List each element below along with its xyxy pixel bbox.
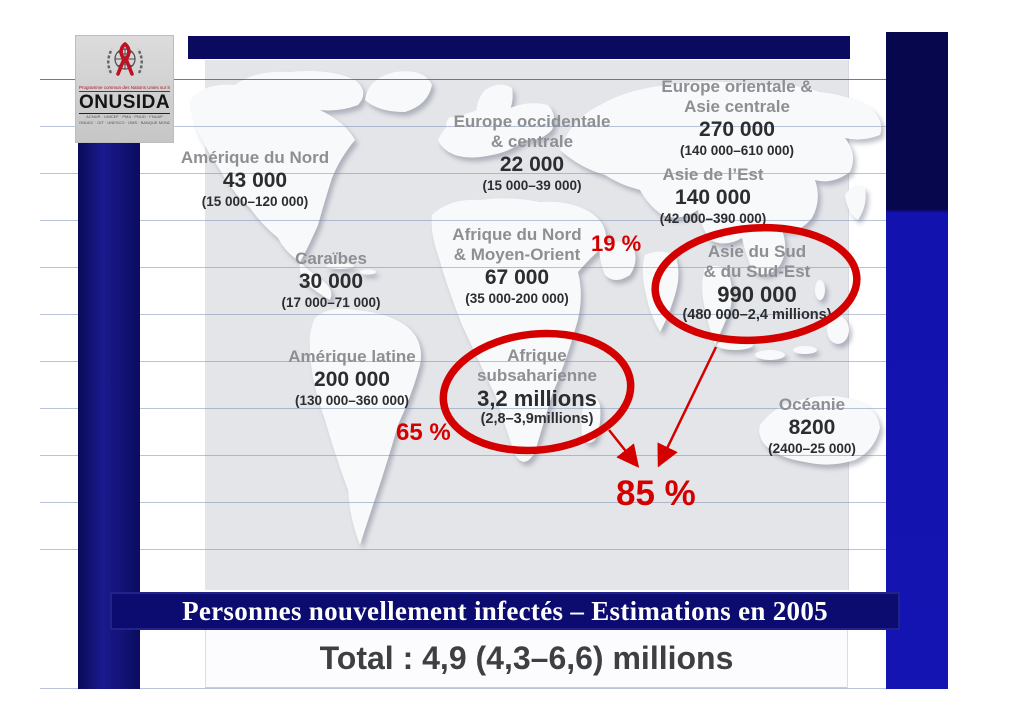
region-value: 22 000 [499, 153, 565, 176]
gridline [40, 455, 886, 456]
gridline [40, 79, 886, 80]
region-value: 270 000 [699, 118, 775, 141]
region-label-asie-de-l-est: Asie de l’Est 140 000 (42 000–390 000) [660, 165, 767, 227]
gridline [40, 688, 886, 689]
gridline [40, 361, 886, 362]
region-range: (15 000–39 000) [482, 178, 582, 193]
region-label-asie-du-sud: Asie du Sud & du Sud-Est 990 000 (480 00… [682, 242, 831, 324]
region-range: (17 000–71 000) [281, 295, 381, 310]
region-value: 30 000 [298, 270, 364, 293]
logo-cosponsors: ACNUR · UNICEF · PMA · PNUD · FNUAP [86, 114, 163, 119]
region-value: 140 000 [675, 186, 751, 209]
region-name: Océanie [778, 395, 846, 414]
title-banner: Personnes nouvellement infectés – Estima… [110, 592, 900, 630]
gridline [40, 549, 886, 550]
region-value: 3,2 millions [477, 386, 597, 411]
unaids-emblem-icon [106, 42, 143, 76]
region-value: 200 000 [314, 368, 390, 391]
region-label-europe-occidentale: Europe occidentale & centrale 22 000 (15… [454, 112, 611, 194]
region-range: (2400–25 000) [768, 441, 856, 456]
slide-title: Personnes nouvellement infectés – Estima… [182, 595, 828, 626]
region-value: 8200 [788, 416, 836, 439]
region-name: Asie centrale [684, 97, 790, 116]
region-name: Afrique [507, 346, 567, 365]
region-label-caraibes: Caraïbes 30 000 (17 000–71 000) [281, 249, 380, 311]
region-name: & centrale [490, 132, 574, 151]
gridline [40, 314, 886, 315]
gridline [40, 220, 886, 221]
region-value: 67 000 [484, 266, 550, 289]
percentage-label-85: 85 % [616, 474, 696, 513]
total-value: Total : 4,9 (4,3–6,6) millions [319, 640, 734, 676]
region-name: Amérique du Nord [180, 148, 330, 167]
top-accent-bar [188, 36, 850, 59]
region-name: Europe orientale & [661, 77, 813, 96]
logo-tagline: Programme commun des Nations Unies sur l… [79, 85, 170, 92]
gridline [40, 267, 886, 268]
region-range: (15 000–120 000) [201, 194, 309, 209]
region-range: (480 000–2,4 millions) [682, 307, 832, 323]
region-label-afrique-subsaharienne: Afrique subsaharienne 3,2 millions (2,8–… [477, 346, 597, 428]
gridline [40, 126, 886, 127]
region-name: Afrique du Nord [452, 225, 582, 244]
region-label-oceanie: Océanie 8200 (2400–25 000) [768, 395, 856, 457]
total-strip: Total : 4,9 (4,3–6,6) millions [205, 630, 848, 688]
logo-cosponsors: ONUDC · OIT · UNESCO · OMS · BANQUE MOND… [79, 119, 170, 125]
region-label-afrique-du-nord: Afrique du Nord & Moyen-Orient 67 000 (3… [452, 225, 581, 307]
gridline [40, 502, 886, 503]
region-label-amerique-du-nord: Amérique du Nord 43 000 (15 000–120 000) [181, 148, 329, 210]
region-value: 43 000 [222, 169, 288, 192]
region-range: (2,8–3,9millions) [480, 411, 594, 427]
region-label-europe-orientale: Europe orientale & Asie centrale 270 000… [661, 77, 812, 159]
onusida-logo: Programme commun des Nations Unies sur l… [75, 35, 174, 143]
region-name: Caraïbes [295, 249, 367, 268]
region-name: Asie de l’Est [662, 165, 764, 184]
region-label-amerique-latine: Amérique latine 200 000 (130 000–360 000… [288, 347, 416, 409]
region-name: subsaharienne [477, 366, 597, 385]
region-value: 990 000 [717, 282, 797, 307]
region-range: (130 000–360 000) [294, 393, 410, 408]
region-range: (140 000–610 000) [679, 143, 795, 158]
region-name: & Moyen-Orient [453, 245, 581, 264]
region-range: (35 000-200 000) [465, 291, 569, 306]
percentage-label-65: 65 % [396, 419, 451, 446]
logo-org-name: ONUSIDA [79, 92, 171, 114]
gridline [40, 173, 886, 174]
region-name: & du Sud-Est [703, 262, 811, 281]
gridline [40, 408, 886, 409]
region-name: Amérique latine [288, 347, 416, 366]
region-range: (42 000–390 000) [659, 211, 767, 226]
region-name: Asie du Sud [707, 242, 807, 261]
region-name: Europe occidentale [453, 112, 611, 131]
percentage-label-19: 19 % [591, 231, 642, 256]
right-accent-bar [886, 32, 948, 689]
